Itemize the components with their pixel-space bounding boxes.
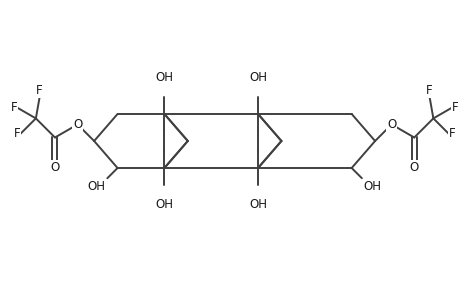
- Text: OH: OH: [155, 71, 173, 84]
- Text: OH: OH: [363, 180, 381, 193]
- Text: OH: OH: [88, 180, 106, 193]
- Text: O: O: [386, 118, 395, 131]
- Text: F: F: [11, 101, 17, 114]
- Text: F: F: [14, 127, 21, 140]
- Text: OH: OH: [248, 71, 266, 84]
- Text: O: O: [73, 118, 82, 131]
- Text: OH: OH: [155, 198, 173, 211]
- Text: F: F: [451, 101, 458, 114]
- Text: O: O: [409, 161, 418, 174]
- Text: O: O: [50, 161, 60, 174]
- Text: OH: OH: [248, 198, 266, 211]
- Text: F: F: [448, 127, 454, 140]
- Text: F: F: [425, 84, 432, 97]
- Text: F: F: [36, 84, 43, 97]
